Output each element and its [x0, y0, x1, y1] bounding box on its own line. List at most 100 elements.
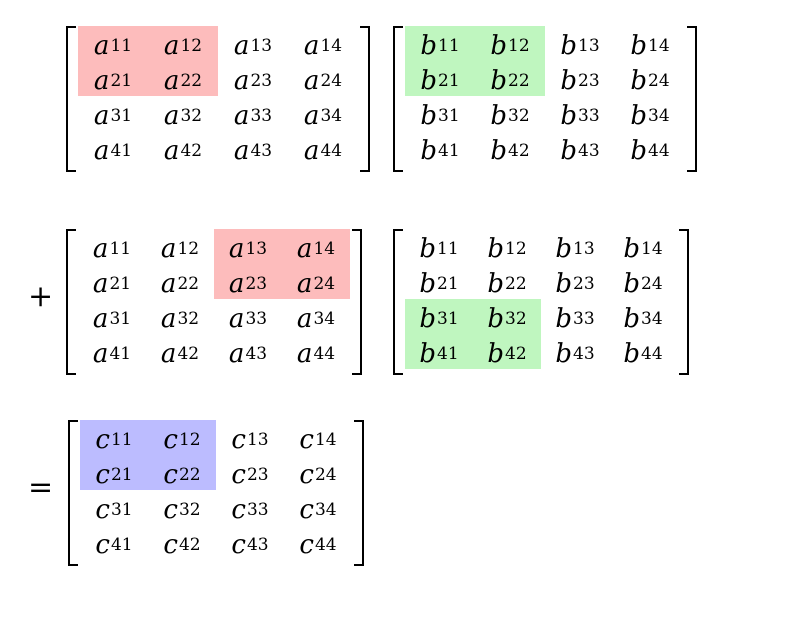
- entry-index: 21: [110, 70, 133, 91]
- matrix-entry-c41: c 41: [80, 527, 148, 562]
- left-bracket: [68, 420, 78, 566]
- left-bracket: [66, 229, 76, 375]
- entry-letter: a: [296, 338, 313, 369]
- entry-index: 33: [245, 308, 268, 329]
- matrix-entry-c13: c 13: [216, 422, 284, 457]
- entry-letter: a: [163, 135, 180, 166]
- entry-index: 42: [180, 140, 203, 161]
- entry-letter: a: [303, 135, 320, 166]
- matrix-entry-b13: b 13: [541, 231, 609, 266]
- entry-index: 32: [505, 308, 527, 329]
- matrix-entry-a23: a 23: [218, 63, 288, 98]
- entry-letter: a: [233, 100, 250, 131]
- right-bracket: [352, 229, 362, 375]
- entry-letter: b: [490, 135, 507, 166]
- matrix-entry-a34: a 34: [282, 301, 350, 336]
- matrix-entry-b32: b 32: [475, 98, 545, 133]
- entry-letter: b: [420, 135, 437, 166]
- entry-letter: a: [228, 338, 245, 369]
- matrix-entry-b34: b 34: [615, 98, 685, 133]
- right-bracket: [354, 420, 364, 566]
- matrix-entry-a34: a 34: [288, 98, 358, 133]
- matrix-entry-b32: b 32: [473, 301, 541, 336]
- entry-letter: a: [92, 338, 109, 369]
- entry-index: 22: [505, 273, 527, 294]
- entry-letter: a: [93, 100, 110, 131]
- matrix-entry-b33: b 33: [541, 301, 609, 336]
- entry-letter: b: [420, 100, 437, 131]
- entry-index: 11: [109, 238, 132, 259]
- entry-index: 41: [109, 343, 132, 364]
- entry-index: 14: [648, 35, 670, 56]
- entry-letter: b: [490, 65, 507, 96]
- entry-letter: c: [163, 459, 178, 490]
- entry-letter: a: [296, 303, 313, 334]
- entry-index: 43: [246, 534, 269, 555]
- entry-index: 14: [314, 429, 337, 450]
- entry-letter: b: [560, 135, 577, 166]
- entry-index: 13: [250, 35, 273, 56]
- entry-index: 31: [438, 105, 460, 126]
- matrix-entry-a44: a 44: [288, 133, 358, 168]
- entry-letter: a: [233, 65, 250, 96]
- entry-index: 44: [314, 534, 337, 555]
- matrix-entry-b11: b 11: [405, 231, 473, 266]
- entry-letter: b: [630, 30, 647, 61]
- entry-index: 23: [573, 273, 595, 294]
- matrix-entry-a12: a 12: [146, 231, 214, 266]
- matrix-entry-a24: a 24: [282, 266, 350, 301]
- matrix-entry-b23: b 23: [545, 63, 615, 98]
- entry-index: 34: [314, 499, 337, 520]
- entry-index: 14: [320, 35, 343, 56]
- entry-index: 12: [505, 238, 527, 259]
- entry-index: 22: [178, 464, 201, 485]
- matrix-entry-a42: a 42: [146, 336, 214, 371]
- matrix-entry-b21: b 21: [405, 266, 473, 301]
- matrix-entry-a14: a 14: [288, 28, 358, 63]
- entry-letter: a: [163, 65, 180, 96]
- entry-letter: b: [560, 65, 577, 96]
- entry-index: 12: [508, 35, 530, 56]
- entry-letter: c: [95, 459, 110, 490]
- matrix-entry-c12: c 12: [148, 422, 216, 457]
- matrix-entry-a43: a 43: [218, 133, 288, 168]
- entry-letter: c: [95, 424, 110, 455]
- entry-index: 22: [180, 70, 203, 91]
- entry-letter: c: [299, 529, 314, 560]
- entry-letter: a: [296, 268, 313, 299]
- matrix-entry-a43: a 43: [214, 336, 282, 371]
- entry-index: 33: [573, 308, 595, 329]
- entry-index: 13: [573, 238, 595, 259]
- entry-letter: a: [163, 100, 180, 131]
- entry-letter: a: [92, 303, 109, 334]
- entry-letter: b: [555, 338, 572, 369]
- matrix-entry-a31: a 31: [78, 301, 146, 336]
- entry-index: 24: [320, 70, 343, 91]
- entry-index: 42: [178, 534, 201, 555]
- matrix-entry-b24: b 24: [615, 63, 685, 98]
- entry-letter: a: [93, 65, 110, 96]
- entry-letter: a: [303, 65, 320, 96]
- entry-index: 11: [437, 238, 459, 259]
- entry-index: 11: [438, 35, 460, 56]
- entry-index: 13: [245, 238, 268, 259]
- matrix-entry-b14: b 14: [609, 231, 677, 266]
- entry-letter: b: [623, 338, 640, 369]
- matrix-entry-c23: c 23: [216, 457, 284, 492]
- left-bracket: [393, 26, 403, 172]
- entry-index: 43: [250, 140, 273, 161]
- entry-index: 41: [110, 534, 133, 555]
- matrix-entry-c44: c 44: [284, 527, 352, 562]
- entry-letter: b: [490, 30, 507, 61]
- matrix-entry-b33: b 33: [545, 98, 615, 133]
- equals-operator: =: [28, 470, 54, 505]
- matrix-entry-b44: b 44: [609, 336, 677, 371]
- matrix-entry-b13: b 13: [545, 28, 615, 63]
- entry-letter: b: [419, 268, 436, 299]
- matrix-entry-a11: a 11: [78, 231, 146, 266]
- entry-letter: b: [487, 233, 504, 264]
- entry-letter: b: [487, 268, 504, 299]
- matrix-entry-c21: c 21: [80, 457, 148, 492]
- entry-letter: b: [555, 303, 572, 334]
- matrix-entry-b44: b 44: [615, 133, 685, 168]
